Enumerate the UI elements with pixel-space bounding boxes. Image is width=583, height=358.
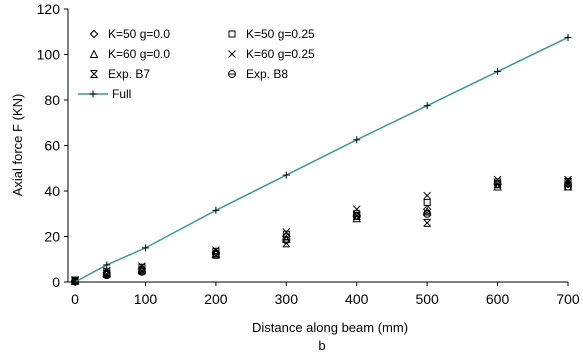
x-tick-label: 200 bbox=[204, 291, 228, 307]
chart-sublabel: b bbox=[318, 338, 325, 353]
asterisk-stroke bbox=[212, 250, 220, 259]
data-point bbox=[352, 205, 361, 214]
asterisk-stroke bbox=[423, 218, 432, 227]
triangle-shape bbox=[282, 234, 291, 243]
x-tick-label: 0 bbox=[71, 291, 79, 307]
ticks: 0 20 40 60 80 100 120 0 100 200 300 400 500 600 700 bbox=[37, 1, 580, 307]
data-point bbox=[564, 182, 572, 191]
data-point bbox=[423, 102, 431, 110]
x-tick-label: 400 bbox=[345, 291, 369, 307]
series-k-50-g-0-25 bbox=[71, 178, 572, 284]
legend-item: K=50 g=0.0 bbox=[89, 27, 170, 41]
asterisk-stroke bbox=[90, 70, 98, 78]
data-point bbox=[282, 171, 290, 179]
x-tick-label: 500 bbox=[415, 291, 439, 307]
y-tick-label: 60 bbox=[44, 138, 60, 154]
triangle-shape bbox=[422, 206, 432, 216]
x-stroke bbox=[282, 228, 291, 236]
legend: K=50 g=0.0 K=50 g=0.25 K=60 g=0.0 K=60 g=0.… bbox=[78, 27, 315, 101]
data-point bbox=[282, 234, 291, 243]
square-shape bbox=[423, 198, 431, 206]
legend-item: K=50 g=0.25 bbox=[228, 27, 315, 41]
data-point bbox=[102, 271, 111, 280]
legend-label: Exp. B7 bbox=[108, 67, 150, 81]
data-point bbox=[564, 175, 572, 184]
legend-marker bbox=[90, 70, 98, 78]
square-shape bbox=[282, 230, 290, 238]
legend-item: Exp. B7 bbox=[90, 67, 150, 81]
data-point bbox=[282, 228, 291, 236]
data-point bbox=[422, 206, 432, 216]
legend-marker bbox=[228, 50, 236, 58]
data-point bbox=[282, 230, 290, 238]
legend-item: Full bbox=[78, 87, 131, 101]
square-shape bbox=[228, 30, 236, 38]
series-exp-b7 bbox=[71, 177, 572, 285]
triangle-shape bbox=[89, 49, 99, 58]
data-point bbox=[423, 198, 431, 206]
data-point bbox=[494, 68, 502, 76]
legend-item: K=60 g=0.25 bbox=[228, 47, 315, 61]
data-point bbox=[493, 180, 502, 189]
data-point bbox=[137, 267, 146, 276]
diamond-shape bbox=[563, 179, 573, 189]
legend-label: Full bbox=[112, 87, 131, 101]
legend-item: Exp. B8 bbox=[228, 67, 288, 81]
x-stroke bbox=[564, 175, 572, 184]
legend-marker bbox=[228, 70, 236, 78]
y-tick-label: 0 bbox=[52, 274, 60, 290]
legend-marker bbox=[89, 49, 99, 58]
series-k-60-g-0-25 bbox=[71, 175, 572, 284]
series-k-50-g-0-0 bbox=[70, 179, 573, 286]
diamond-shape bbox=[422, 204, 432, 214]
data-point bbox=[423, 209, 432, 218]
legend-label: K=60 g=0.0 bbox=[108, 47, 170, 61]
legend-label: K=50 g=0.0 bbox=[108, 27, 170, 41]
y-axis-title: Axial force F (KN) bbox=[10, 94, 25, 197]
data-point bbox=[211, 249, 220, 258]
y-tick-label: 80 bbox=[44, 92, 60, 108]
legend-label: K=60 g=0.25 bbox=[246, 47, 315, 61]
legend-marker bbox=[89, 90, 97, 98]
data-point bbox=[564, 33, 572, 41]
y-tick-label: 100 bbox=[37, 47, 61, 63]
y-tick-label: 120 bbox=[37, 1, 61, 17]
series-k-60-g-0-0 bbox=[70, 181, 573, 285]
x-tick-label: 700 bbox=[556, 291, 580, 307]
x-stroke bbox=[228, 50, 236, 58]
data-point bbox=[141, 244, 149, 252]
data-point bbox=[282, 235, 291, 244]
series-exp-b8 bbox=[71, 180, 572, 286]
x-stroke bbox=[352, 205, 361, 214]
x-axis-title: Distance along beam (mm) bbox=[252, 320, 408, 335]
legend-marker bbox=[89, 29, 99, 39]
legend-label: K=50 g=0.25 bbox=[246, 27, 315, 41]
y-tick-label: 40 bbox=[44, 183, 60, 199]
data-point bbox=[353, 136, 361, 144]
series-layer bbox=[70, 33, 573, 286]
x-tick-label: 600 bbox=[486, 291, 510, 307]
legend-item: K=60 g=0.0 bbox=[89, 47, 170, 61]
data-point bbox=[423, 218, 432, 227]
data-point bbox=[212, 206, 220, 214]
x-tick-label: 100 bbox=[134, 291, 158, 307]
data-point bbox=[423, 191, 432, 200]
asterisk-stroke bbox=[138, 266, 146, 275]
data-point bbox=[71, 278, 79, 286]
data-point bbox=[422, 204, 432, 214]
diamond-shape bbox=[89, 29, 99, 39]
asterisk-stroke bbox=[102, 270, 111, 278]
legend-marker bbox=[228, 30, 236, 38]
y-tick-label: 20 bbox=[44, 229, 60, 245]
data-point bbox=[103, 261, 111, 269]
series-full bbox=[71, 33, 572, 286]
data-point bbox=[563, 179, 573, 189]
x-stroke bbox=[423, 191, 432, 200]
x-tick-label: 300 bbox=[275, 291, 299, 307]
data-point bbox=[352, 212, 361, 221]
legend-label: Exp. B8 bbox=[246, 67, 288, 81]
